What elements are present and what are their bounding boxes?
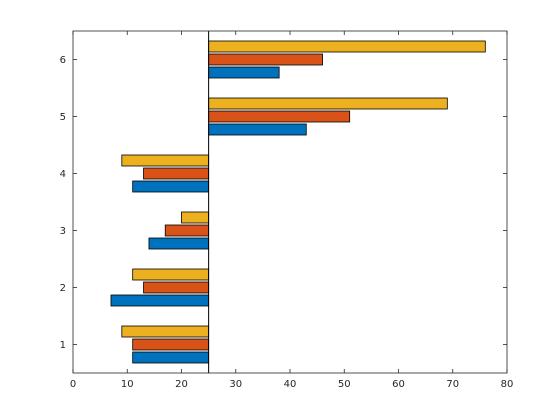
bar-4-series-3 xyxy=(121,154,210,167)
x-tick-label: 40 xyxy=(284,379,297,390)
y-tick-label: 4 xyxy=(60,169,66,180)
x-tick-label: 20 xyxy=(175,379,188,390)
bar-4-series-2 xyxy=(143,167,210,180)
x-tick-label: 50 xyxy=(338,379,351,390)
y-tick-label: 3 xyxy=(60,226,66,237)
bar-1-series-2 xyxy=(132,338,210,351)
bar-1-series-3 xyxy=(121,325,210,338)
bar-6-series-3 xyxy=(208,40,486,53)
y-tick-label: 2 xyxy=(60,283,66,294)
bar-5-series-2 xyxy=(208,110,351,123)
x-tick-label: 70 xyxy=(446,379,459,390)
bar-2-series-1 xyxy=(110,294,210,307)
bar-4-series-1 xyxy=(132,180,210,193)
x-tick-label: 10 xyxy=(121,379,134,390)
bar-6-series-1 xyxy=(208,66,280,79)
bar-3-series-3 xyxy=(181,211,210,224)
y-tick-label: 1 xyxy=(60,340,66,351)
x-axis-ticks: 0 10 20 30 40 50 60 70 80 xyxy=(70,31,514,390)
bar-3-series-2 xyxy=(164,224,210,237)
bar-2-series-2 xyxy=(143,281,210,294)
x-tick-label: 80 xyxy=(501,379,514,390)
y-tick-label: 5 xyxy=(60,112,66,123)
y-axis-ticks: 1 2 3 4 5 6 xyxy=(60,55,507,351)
bar-1-series-1 xyxy=(132,351,210,364)
bars-layer xyxy=(110,40,486,364)
bar-2-series-3 xyxy=(132,268,210,281)
x-tick-label: 60 xyxy=(392,379,405,390)
bar-5-series-3 xyxy=(208,97,448,110)
bar-6-series-2 xyxy=(208,53,323,66)
x-tick-label: 30 xyxy=(229,379,242,390)
plot-area xyxy=(73,31,507,373)
y-tick-label: 6 xyxy=(60,55,66,66)
bar-5-series-1 xyxy=(208,123,307,136)
bar-3-series-1 xyxy=(148,237,210,250)
x-tick-label: 0 xyxy=(70,379,76,390)
